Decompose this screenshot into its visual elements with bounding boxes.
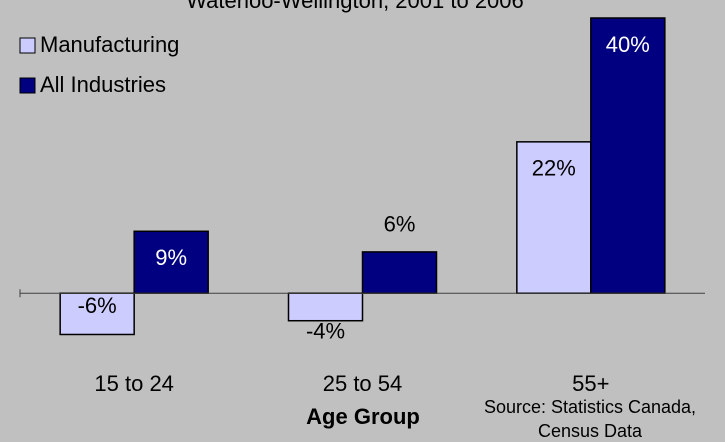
value-label: 9%: [155, 245, 187, 270]
legend-swatch: [19, 37, 36, 54]
legend-label: Manufacturing: [40, 32, 179, 57]
value-label: 6%: [384, 212, 416, 237]
source-note: Census Data: [538, 421, 643, 441]
bar: [287, 292, 364, 322]
value-label: -4%: [306, 319, 345, 344]
x-tick-label: 55+: [572, 371, 609, 396]
x-axis-title: Age Group: [306, 404, 420, 429]
source-note: Source: Statistics Canada,: [484, 397, 696, 417]
x-tick-label: 25 to 54: [323, 371, 403, 396]
value-label: 22%: [532, 156, 576, 181]
value-label: -6%: [78, 293, 117, 318]
legend-label: All Industries: [40, 72, 166, 97]
value-label: 40%: [606, 32, 650, 57]
bar: [590, 17, 666, 294]
bar: [516, 141, 592, 294]
chart-title: Waterloo-Wellington, 2001 to 2006: [186, 0, 524, 13]
bar: [361, 251, 438, 294]
x-tick-label: 15 to 24: [94, 371, 174, 396]
legend-swatch: [19, 77, 36, 94]
bar: [59, 292, 135, 336]
